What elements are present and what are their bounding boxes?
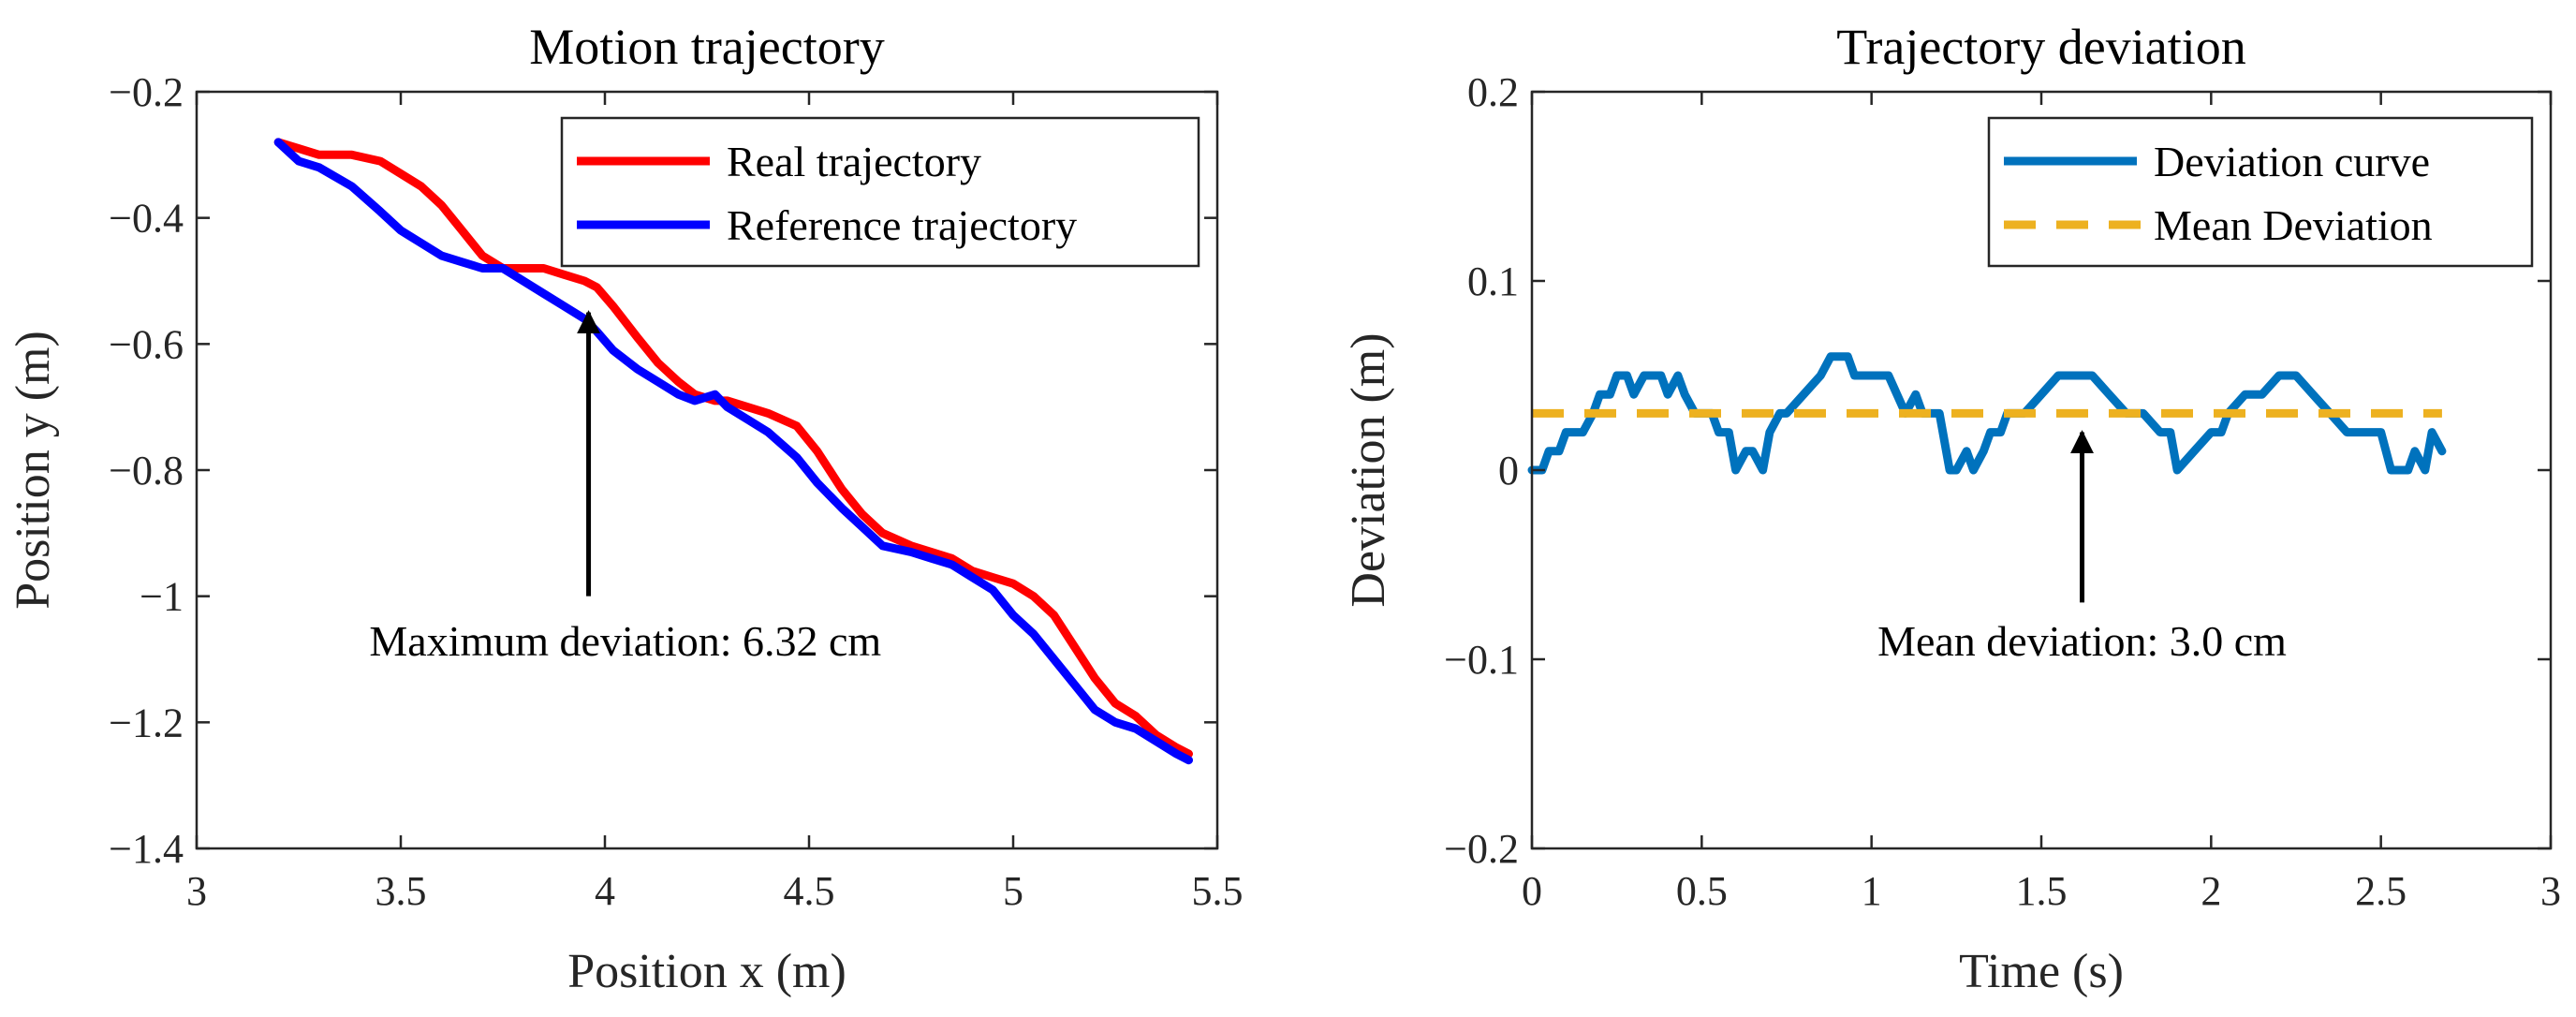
x-tick-label: 3: [2540, 868, 2561, 914]
y-tick-label: −1.2: [109, 700, 184, 745]
x-tick-label: 5: [1003, 868, 1023, 914]
annotation-text: Mean deviation: 3.0 cm: [1877, 617, 2287, 665]
trajectory-deviation-chart: Trajectory deviation 0 0.5 1 1.5 2 2.5 3 −0.2 −0.…: [1342, 19, 2561, 998]
y-tick-label: 0: [1498, 448, 1519, 494]
y-tick-label: 0.1: [1467, 258, 1519, 304]
y-tick-label: −0.8: [109, 448, 184, 494]
x-tick-label: 5.5: [1192, 868, 1244, 914]
x-axis-label: Position x (m): [567, 945, 846, 998]
series-group: [273, 138, 1193, 765]
x-tick-label: 2.5: [2355, 868, 2407, 914]
x-tick-label: 4: [595, 868, 615, 914]
x-tick-label: 0.5: [1676, 868, 1728, 914]
x-tick-label: 4.5: [784, 868, 835, 914]
motion-trajectory-chart: Motion trajectory 3 3.5 4 4.5 5 5.5 −1.4 −1.2 −1 −…: [7, 19, 1244, 998]
y-tick-label: −0.1: [1444, 637, 1519, 683]
legend-box: [560, 116, 1200, 268]
series-line-2: [273, 138, 1193, 765]
x-tick-label: 3: [186, 868, 207, 914]
chart-title: Trajectory deviation: [1836, 19, 2245, 75]
legend-label: Reference trajectory: [727, 201, 1077, 249]
y-tick-label: −0.6: [109, 321, 184, 367]
chart-title: Motion trajectory: [529, 19, 884, 75]
legend-box: [1987, 116, 2534, 268]
y-tick-label: −0.2: [1444, 826, 1519, 872]
y-tick-label: −1: [140, 574, 184, 620]
annotation-text: Maximum deviation: 6.32 cm: [369, 617, 881, 665]
y-tick-label: 0.2: [1467, 69, 1519, 115]
y-axis-label: Deviation (m): [1342, 332, 1395, 607]
series-line-1: [1527, 352, 2447, 475]
x-axis-label: Time (s): [1959, 945, 2124, 998]
y-tick-label: −0.4: [109, 196, 184, 242]
legend-label: Mean Deviation: [2154, 201, 2433, 249]
x-tick-label: 2: [2201, 868, 2221, 914]
series-line-1: [273, 138, 1193, 759]
legend-label: Real trajectory: [727, 138, 981, 185]
x-tick-label: 1: [1862, 868, 1882, 914]
y-tick-label: −1.4: [109, 826, 184, 872]
legend-label: Deviation curve: [2154, 138, 2430, 185]
y-axis-label: Position y (m): [7, 331, 60, 610]
series-group: [1527, 352, 2447, 475]
x-tick-label: 0: [1522, 868, 1542, 914]
x-tick-label: 1.5: [2016, 868, 2068, 914]
y-tick-label: −0.2: [109, 69, 184, 115]
x-tick-label: 3.5: [375, 868, 427, 914]
